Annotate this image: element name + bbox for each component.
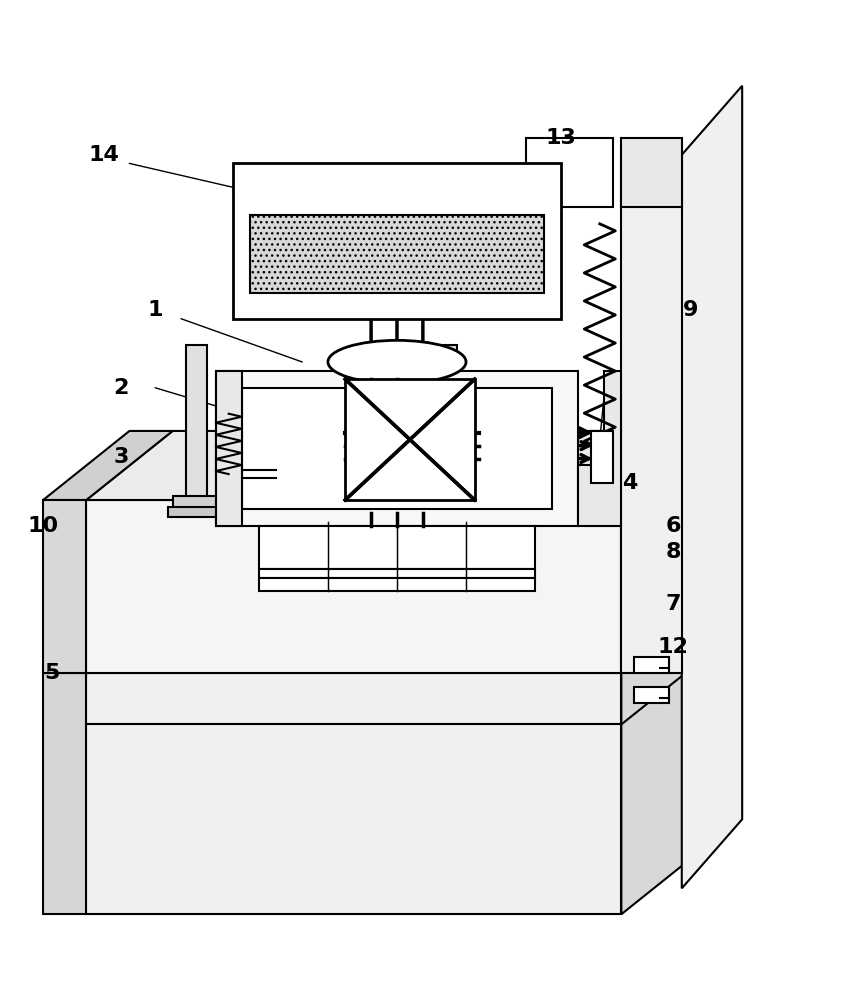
Text: 4: 4 [622,473,638,493]
Bar [216,371,578,526]
Bar [173,496,220,509]
Bar [436,345,457,500]
Polygon shape [621,604,708,914]
Bar [86,500,621,673]
Polygon shape [43,431,173,500]
Bar [345,379,475,500]
Text: 3: 3 [113,447,129,467]
Bar [634,687,669,703]
Bar [242,388,552,509]
Bar [86,673,621,914]
Text: 12: 12 [658,637,689,657]
Bar [259,569,535,578]
Bar [233,163,561,319]
Bar [419,507,475,517]
Bar [621,138,682,207]
Text: 7: 7 [665,594,681,614]
Bar [526,138,613,207]
Polygon shape [86,431,708,500]
Text: 13: 13 [545,128,576,148]
Polygon shape [621,155,682,673]
Bar [423,496,470,509]
Bar [621,155,682,673]
Polygon shape [43,673,86,914]
Bar [259,578,535,591]
Text: 6: 6 [665,516,681,536]
Polygon shape [682,86,742,888]
Text: 8: 8 [665,542,681,562]
Text: 10: 10 [28,516,59,536]
Polygon shape [216,371,242,526]
Polygon shape [86,604,708,673]
Bar [259,526,535,569]
Text: 2: 2 [113,378,129,398]
Polygon shape [578,371,621,526]
Bar [634,657,669,673]
Text: 1: 1 [148,300,163,320]
Polygon shape [43,500,86,673]
Bar [168,507,224,517]
Polygon shape [621,431,708,673]
Bar [591,431,613,483]
Bar [250,215,544,293]
Text: 14: 14 [88,145,119,165]
Text: 9: 9 [683,300,698,320]
Text: 5: 5 [44,663,60,683]
Ellipse shape [328,340,466,383]
Bar [186,345,207,500]
